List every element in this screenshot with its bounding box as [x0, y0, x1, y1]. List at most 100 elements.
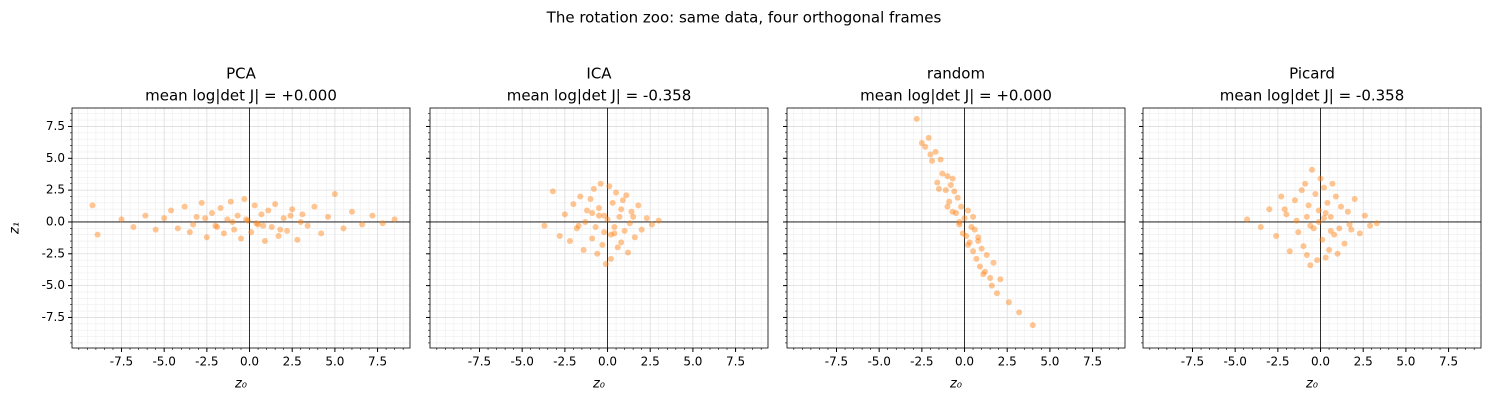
point [604, 216, 611, 223]
x-tick-label: 7.5 [368, 355, 387, 369]
point [584, 207, 591, 214]
point [325, 213, 332, 220]
point [621, 227, 628, 234]
y-tick-label: -2.5 [42, 246, 65, 260]
y-tick-label: 5.0 [46, 151, 65, 165]
x-tick-label: 0.0 [1311, 355, 1330, 369]
point [248, 229, 255, 236]
subplot: random mean log|det J| = +0.000 -7.5 -5.0 -2… [783, 65, 1126, 392]
point [1029, 322, 1036, 329]
point [1309, 166, 1315, 173]
point [130, 224, 137, 231]
point [944, 173, 951, 180]
point [275, 232, 282, 239]
x-tick-label: -7.5 [1181, 355, 1204, 369]
point [94, 231, 101, 238]
point [261, 238, 268, 245]
point [982, 268, 989, 275]
subplot-subtitle: mean log|det J| = +0.000 [860, 87, 1052, 105]
point [255, 221, 262, 228]
point [614, 244, 621, 251]
point [927, 151, 934, 158]
x-tick-label: 7.5 [1083, 355, 1102, 369]
point [970, 213, 977, 220]
point [208, 210, 215, 217]
x-tick-label: 0.0 [598, 355, 617, 369]
point [638, 226, 645, 233]
point [304, 222, 311, 229]
subplot-title: PCA [226, 65, 257, 83]
point [1326, 246, 1333, 253]
point [976, 263, 983, 270]
point [573, 225, 580, 232]
point [978, 245, 985, 252]
point [234, 212, 241, 219]
point [1322, 254, 1329, 261]
point [1310, 225, 1317, 232]
point [1286, 248, 1293, 255]
x-tick-label: -7.5 [825, 355, 848, 369]
point [1312, 190, 1319, 197]
point [582, 218, 589, 225]
point [272, 201, 279, 208]
point [599, 241, 606, 248]
x-tick-label: 5.0 [1396, 355, 1415, 369]
point [626, 220, 633, 227]
figure-title: The rotation zoo: same data, four orthog… [546, 9, 942, 27]
point [611, 224, 618, 231]
plot-frame [786, 107, 1126, 349]
x-tick-label: -5.0 [867, 355, 890, 369]
point [570, 201, 577, 208]
point [1324, 199, 1331, 206]
point [1315, 218, 1322, 225]
point [289, 206, 296, 213]
point [227, 198, 234, 205]
point [243, 216, 250, 223]
x-tick-label: 2.5 [1354, 355, 1373, 369]
point [587, 196, 594, 203]
point [168, 207, 175, 214]
point [1307, 262, 1314, 269]
point [231, 226, 238, 233]
point [606, 183, 613, 190]
point [1373, 220, 1380, 227]
x-tick-label: -2.5 [195, 355, 218, 369]
point [963, 232, 970, 239]
point [1016, 309, 1023, 316]
subplot-title: ICA [586, 65, 612, 83]
point [618, 239, 625, 246]
point [1332, 193, 1339, 200]
point [643, 215, 650, 222]
point [575, 222, 582, 229]
point [597, 180, 604, 187]
y-tick-label: 2.5 [46, 183, 65, 197]
point [949, 208, 956, 215]
point [331, 190, 338, 197]
point [590, 185, 597, 192]
point [1331, 231, 1338, 238]
point [609, 199, 616, 206]
point [596, 212, 602, 219]
point [1283, 211, 1290, 218]
x-tick-label: 2.5 [283, 355, 302, 369]
point [635, 202, 642, 209]
x-tick-label: -2.5 [910, 355, 933, 369]
x-tick-label: -2.5 [1266, 355, 1289, 369]
point [142, 212, 149, 219]
subplot-subtitle: mean log|det J| = -0.358 [1220, 87, 1405, 105]
point [1244, 216, 1251, 223]
point [1327, 227, 1334, 234]
subplot: ICA mean log|det J| = -0.358 -7.5 -5.0 -2.5 0… [426, 65, 769, 392]
point [217, 204, 224, 211]
point [934, 179, 941, 186]
point [949, 175, 956, 182]
point [369, 212, 376, 219]
subplot-subtitle: mean log|det J| = +0.000 [145, 87, 337, 105]
point [968, 224, 975, 231]
y-axis-label: z₁ [8, 222, 23, 235]
point [607, 255, 614, 262]
point [1005, 299, 1012, 306]
point [655, 217, 662, 224]
point [1293, 217, 1300, 224]
point [951, 188, 958, 195]
